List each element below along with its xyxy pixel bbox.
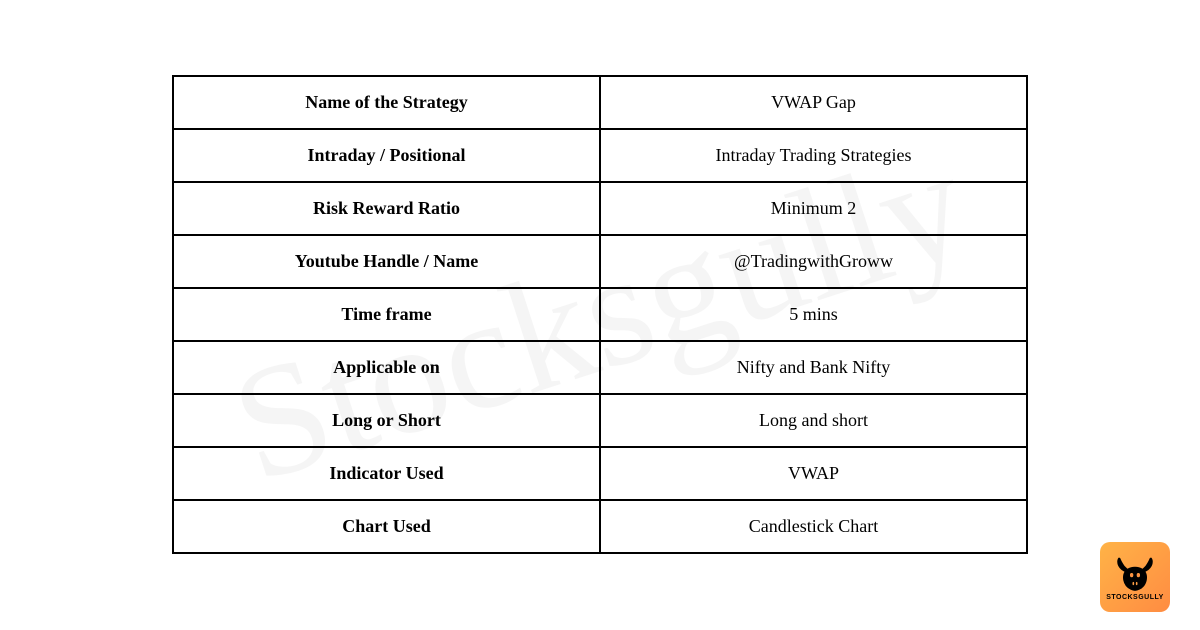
row-value: Minimum 2 bbox=[600, 182, 1027, 235]
row-label: Applicable on bbox=[173, 341, 600, 394]
row-value: Nifty and Bank Nifty bbox=[600, 341, 1027, 394]
row-value: @TradingwithGroww bbox=[600, 235, 1027, 288]
table-row: Youtube Handle / Name @TradingwithGroww bbox=[173, 235, 1027, 288]
logo-text: STOCKSGULLY bbox=[1106, 594, 1164, 601]
row-value: 5 mins bbox=[600, 288, 1027, 341]
bull-icon bbox=[1114, 554, 1156, 592]
table-row: Name of the Strategy VWAP Gap bbox=[173, 76, 1027, 129]
strategy-table-container: Name of the Strategy VWAP Gap Intraday /… bbox=[172, 75, 1028, 554]
row-value: VWAP Gap bbox=[600, 76, 1027, 129]
row-label: Long or Short bbox=[173, 394, 600, 447]
table-row: Time frame 5 mins bbox=[173, 288, 1027, 341]
table-row: Risk Reward Ratio Minimum 2 bbox=[173, 182, 1027, 235]
table-row: Intraday / Positional Intraday Trading S… bbox=[173, 129, 1027, 182]
row-label: Name of the Strategy bbox=[173, 76, 600, 129]
table-row: Chart Used Candlestick Chart bbox=[173, 500, 1027, 553]
table-row: Long or Short Long and short bbox=[173, 394, 1027, 447]
row-value: VWAP bbox=[600, 447, 1027, 500]
table-row: Applicable on Nifty and Bank Nifty bbox=[173, 341, 1027, 394]
row-value: Candlestick Chart bbox=[600, 500, 1027, 553]
row-label: Indicator Used bbox=[173, 447, 600, 500]
row-label: Time frame bbox=[173, 288, 600, 341]
row-label: Risk Reward Ratio bbox=[173, 182, 600, 235]
row-label: Youtube Handle / Name bbox=[173, 235, 600, 288]
table-row: Indicator Used VWAP bbox=[173, 447, 1027, 500]
row-value: Intraday Trading Strategies bbox=[600, 129, 1027, 182]
strategy-table: Name of the Strategy VWAP Gap Intraday /… bbox=[172, 75, 1028, 554]
logo-badge: STOCKSGULLY bbox=[1100, 542, 1170, 612]
row-value: Long and short bbox=[600, 394, 1027, 447]
row-label: Intraday / Positional bbox=[173, 129, 600, 182]
row-label: Chart Used bbox=[173, 500, 600, 553]
